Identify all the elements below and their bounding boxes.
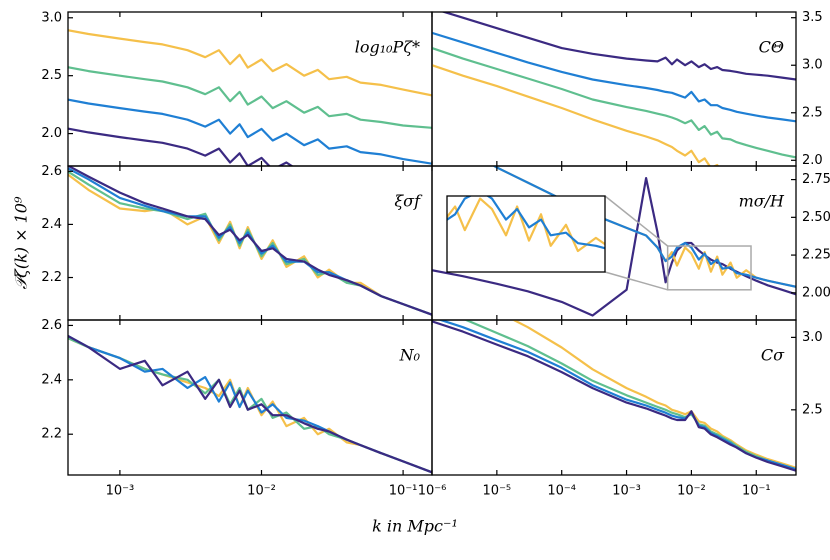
x-tick-label: 10⁻³ — [106, 484, 135, 499]
y-tick-label: 2.0 — [802, 153, 823, 168]
y-tick-label: 2.00 — [802, 285, 830, 300]
y-tick-label: 2.75 — [802, 172, 830, 187]
panel-label: mσ/H — [739, 192, 785, 211]
series-line — [68, 166, 432, 316]
series-line — [511, 320, 796, 469]
plot-area — [68, 29, 432, 166]
series-line — [447, 197, 605, 253]
series-line — [68, 127, 294, 166]
series-line — [68, 29, 432, 97]
series-line — [68, 98, 432, 165]
panel-frame — [431, 319, 797, 476]
plot-area — [68, 334, 432, 474]
y-tick-label: 2.50 — [802, 210, 830, 225]
y-tick-label: 2.25 — [802, 248, 830, 263]
y-tick-label: 2.4 — [41, 217, 62, 232]
series-line — [447, 196, 605, 250]
inset-plot — [447, 196, 605, 253]
y-tick-label: 3.0 — [802, 58, 823, 73]
y-tick-label: 2.6 — [41, 164, 62, 179]
x-axis-label: k in Mpc⁻¹ — [372, 517, 458, 536]
series-line — [432, 64, 720, 166]
panel-label: Cσ — [761, 346, 785, 365]
panel-frame — [67, 11, 433, 167]
series-line — [68, 334, 432, 474]
series-line — [432, 31, 796, 123]
plot-area — [432, 320, 796, 472]
x-tick-label: 10⁻² — [677, 484, 706, 499]
y-tick-label: 2.6 — [41, 318, 62, 333]
x-tick-label: 10⁻⁶ — [418, 484, 447, 499]
y-tick-label: 2.5 — [802, 402, 823, 417]
inset-frame — [446, 195, 606, 273]
y-tick-label: 2.2 — [41, 270, 62, 285]
plot-area — [68, 166, 432, 316]
panel-label: CΘ — [759, 38, 784, 57]
y-axis-label: 𝒫ζ(k) × 10⁹ — [12, 196, 31, 289]
panel-label: ξσf — [394, 192, 423, 211]
y-tick-label: 2.5 — [41, 68, 62, 83]
y-tick-label: 3.0 — [802, 330, 823, 345]
x-tick-label: 10⁻¹ — [389, 484, 418, 499]
panel-label: N₀ — [399, 346, 421, 365]
zoom-box — [666, 245, 752, 291]
y-tick-label: 3.0 — [41, 10, 62, 25]
series-line — [68, 66, 432, 129]
x-tick-label: 10⁻⁴ — [547, 484, 576, 499]
x-tick-label: 10⁻⁵ — [483, 484, 512, 499]
y-tick-label: 2.0 — [41, 126, 62, 141]
x-tick-label: 10⁻² — [247, 484, 276, 499]
y-tick-label: 2.2 — [41, 427, 62, 442]
series-line — [463, 320, 796, 471]
y-tick-label: 2.5 — [802, 105, 823, 120]
x-tick-label: 10⁻³ — [612, 484, 641, 499]
zoom-connector — [604, 195, 669, 247]
y-tick-label: 2.4 — [41, 372, 62, 387]
plot-area — [432, 12, 796, 166]
panel-frame — [67, 165, 433, 321]
x-tick-label: 10⁻¹ — [742, 484, 771, 499]
y-tick-label: 3.5 — [802, 10, 823, 25]
series-line — [432, 320, 796, 472]
series-line — [432, 47, 796, 159]
panel-label: log₁₀Pζ* — [355, 38, 420, 57]
zoom-connector — [604, 271, 668, 291]
series-line — [440, 12, 796, 81]
